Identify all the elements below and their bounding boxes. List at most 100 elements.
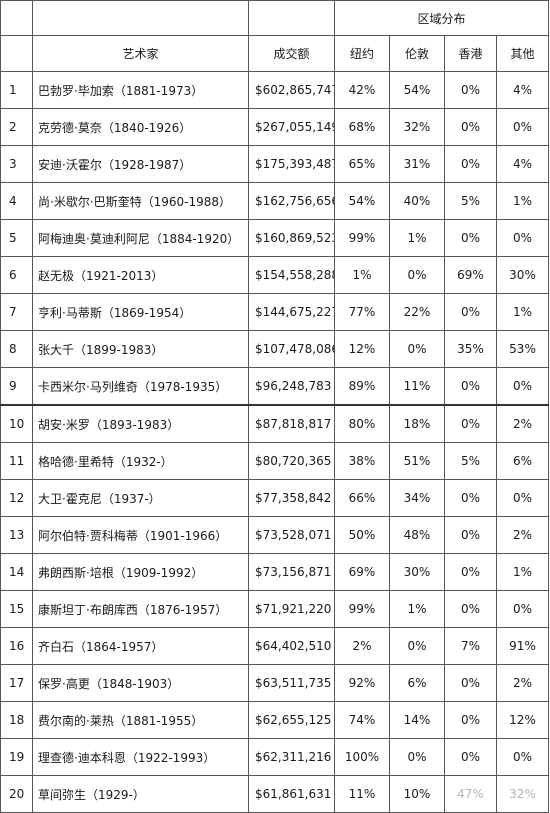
cell-share-ny: 68% — [334, 108, 390, 146]
cell-amount: $61,861,631 — [248, 775, 335, 813]
header-empty-rank — [0, 0, 33, 36]
cell-artist: 阿梅迪奥·莫迪利阿尼（1884-1920） — [32, 219, 249, 257]
cell-share-other: 30% — [495, 256, 550, 294]
cell-share-other: 32% — [495, 775, 550, 813]
cell-amount: $77,358,842 — [248, 479, 335, 517]
cell-artist: 巴勃罗·毕加索（1881-1973） — [32, 71, 249, 109]
table-row: 1 巴勃罗·毕加索（1881-1973） $602,865,747 42% 54% 0% 4… — [0, 71, 550, 109]
cell-rank: 6 — [0, 256, 33, 294]
cell-amount: $71,921,220 — [248, 590, 335, 628]
cell-share-ny: 38% — [334, 442, 390, 480]
cell-artist: 费尔南的·莱热（1881-1955） — [32, 701, 249, 739]
cell-share-london: 54% — [389, 71, 445, 109]
cell-rank: 17 — [0, 664, 33, 702]
cell-share-ny: 11% — [334, 775, 390, 813]
header-region-ny: 纽约 — [334, 35, 390, 72]
header-region-london: 伦敦 — [389, 35, 445, 72]
cell-share-hk: 0% — [444, 108, 497, 146]
cell-share-london: 10% — [389, 775, 445, 813]
table-row: 9 卡西米尔·马列维奇（1978-1935） $96,248,783 89% 11% 0%… — [0, 367, 550, 406]
cell-share-other: 6% — [495, 442, 550, 480]
header-empty-amount — [248, 0, 335, 36]
cell-share-ny: 1% — [334, 256, 390, 294]
cell-amount: $80,720,365 — [248, 442, 335, 480]
cell-rank: 15 — [0, 590, 33, 628]
cell-share-london: 22% — [389, 293, 445, 331]
cell-share-other: 0% — [495, 590, 550, 628]
cell-share-other: 12% — [495, 701, 550, 739]
table-row: 14 弗朗西斯·培根（1909-1992） $73,156,871 69% 30% 0% 1… — [0, 553, 550, 591]
cell-artist: 大卫·霍克尼（1937-） — [32, 479, 249, 517]
table-row: 3 安迪·沃霍尔（1928-1987） $175,393,487 65% 31% 0% 4% — [0, 145, 550, 183]
cell-rank: 11 — [0, 442, 33, 480]
cell-share-ny: 99% — [334, 219, 390, 257]
cell-share-ny: 69% — [334, 553, 390, 591]
cell-share-hk: 0% — [444, 479, 497, 517]
cell-share-ny: 92% — [334, 664, 390, 702]
cell-rank: 10 — [0, 404, 33, 443]
cell-share-other: 0% — [495, 738, 550, 776]
cell-artist: 弗朗西斯·培根（1909-1992） — [32, 553, 249, 591]
cell-rank: 18 — [0, 701, 33, 739]
header-row-group: 区域分布 — [0, 0, 550, 36]
cell-share-ny: 12% — [334, 330, 390, 368]
cell-amount: $96,248,783 — [248, 367, 335, 406]
cell-share-ny: 74% — [334, 701, 390, 739]
cell-share-other: 2% — [495, 404, 550, 443]
cell-artist: 格哈德·里希特（1932-） — [32, 442, 249, 480]
cell-share-london: 18% — [389, 404, 445, 443]
cell-share-ny: 54% — [334, 182, 390, 220]
cell-share-hk: 7% — [444, 627, 497, 665]
cell-share-other: 0% — [495, 108, 550, 146]
cell-amount: $602,865,747 — [248, 71, 335, 109]
cell-share-hk: 0% — [444, 516, 497, 554]
cell-share-hk: 5% — [444, 442, 497, 480]
cell-share-london: 1% — [389, 219, 445, 257]
cell-share-ny: 77% — [334, 293, 390, 331]
cell-amount: $64,402,510 — [248, 627, 335, 665]
cell-rank: 12 — [0, 479, 33, 517]
table-row: 4 尚·米歇尔·巴斯奎特（1960-1988） $162,756,656 54% 40%… — [0, 182, 550, 220]
cell-share-other: 1% — [495, 182, 550, 220]
cell-share-other: 53% — [495, 330, 550, 368]
cell-amount: $154,558,288 — [248, 256, 335, 294]
cell-share-other: 0% — [495, 367, 550, 406]
cell-amount: $62,311,216 — [248, 738, 335, 776]
header-rank — [0, 35, 33, 72]
cell-share-hk: 0% — [444, 404, 497, 443]
cell-share-hk: 0% — [444, 664, 497, 702]
cell-share-hk: 0% — [444, 367, 497, 406]
cell-share-london: 0% — [389, 330, 445, 368]
table-row: 20 草间弥生（1929-） $61,861,631 11% 10% 47% 32% — [0, 775, 550, 813]
cell-rank: 13 — [0, 516, 33, 554]
table-row: 2 克劳德·莫奈（1840-1926） $267,055,149 68% 32% 0% 0% — [0, 108, 550, 146]
cell-share-hk: 0% — [444, 738, 497, 776]
cell-artist: 理查德·迪本科恩（1922-1993） — [32, 738, 249, 776]
cell-share-hk: 0% — [444, 553, 497, 591]
table-row: 18 费尔南的·莱热（1881-1955） $62,655,125 74% 14% 0% 1… — [0, 701, 550, 739]
cell-artist: 康斯坦丁·布朗库西（1876-1957） — [32, 590, 249, 628]
header-artist: 艺术家 — [32, 35, 249, 72]
cell-rank: 16 — [0, 627, 33, 665]
table-row: 12 大卫·霍克尼（1937-） $77,358,842 66% 34% 0% 0% — [0, 479, 550, 517]
cell-artist: 保罗·高更（1848-1903） — [32, 664, 249, 702]
cell-amount: $267,055,149 — [248, 108, 335, 146]
cell-rank: 20 — [0, 775, 33, 813]
cell-rank: 3 — [0, 145, 33, 183]
cell-share-ny: 50% — [334, 516, 390, 554]
cell-share-other: 2% — [495, 664, 550, 702]
cell-share-london: 48% — [389, 516, 445, 554]
header-region-group: 区域分布 — [333, 0, 550, 36]
cell-share-hk: 0% — [444, 219, 497, 257]
cell-rank: 1 — [0, 71, 33, 109]
table-row: 17 保罗·高更（1848-1903） $63,511,735 92% 6% 0% 2% — [0, 664, 550, 702]
cell-rank: 4 — [0, 182, 33, 220]
cell-share-hk: 0% — [444, 701, 497, 739]
cell-rank: 19 — [0, 738, 33, 776]
cell-share-ny: 80% — [334, 404, 390, 443]
cell-share-hk: 0% — [444, 590, 497, 628]
table-row: 11 格哈德·里希特（1932-） $80,720,365 38% 51% 5% 6% — [0, 442, 550, 480]
cell-artist: 张大千（1899-1983） — [32, 330, 249, 368]
